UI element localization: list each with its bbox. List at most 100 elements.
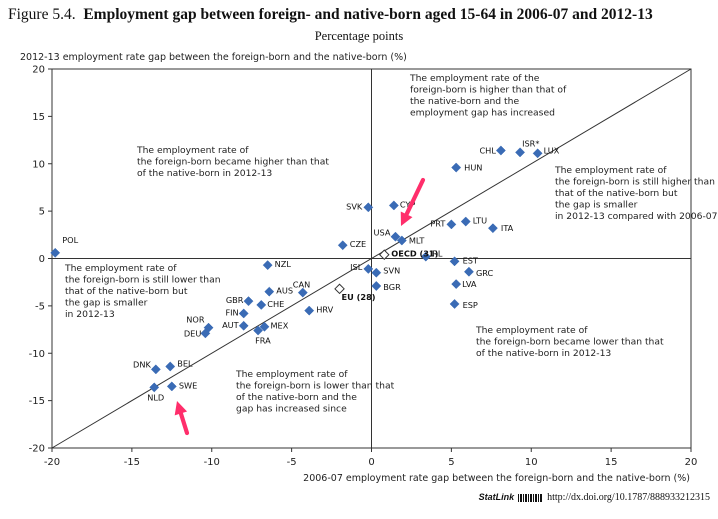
data-label: CHL — [479, 145, 496, 155]
annotation-line: the native-born and the — [410, 96, 519, 107]
data-label: AUS — [276, 286, 293, 296]
y-tick-label: -10 — [29, 349, 45, 360]
annotation-line: of the native-born in 2012-13 — [476, 348, 611, 359]
quadrant-annotations: The employment rate of the foreign-born i… — [64, 73, 718, 415]
annotation-line: The employment rate of the — [409, 73, 540, 84]
quadrant-annotation: The employment rate of the foreign-born i… — [554, 165, 718, 222]
data-label: EST — [463, 255, 479, 265]
x-tick-label: 15 — [605, 457, 618, 468]
data-label: OECD (31) — [391, 249, 438, 259]
figure-number: Figure 5.4. — [8, 6, 76, 23]
data-label: NLD — [147, 392, 164, 402]
statlink-url[interactable]: http://dx.doi.org/10.1787/888933212315 — [547, 492, 710, 503]
annotation-line: The employment rate of — [475, 325, 588, 336]
data-label: SWE — [179, 380, 197, 390]
y-tick-label: 10 — [32, 159, 45, 170]
y-tick-label: -5 — [35, 301, 45, 312]
annotation-line: the gap is smaller — [555, 200, 638, 211]
y-tick-label: 20 — [32, 65, 45, 76]
y-axis-label: 2012-13 employment rate gap between the … — [20, 52, 407, 63]
data-label: LUX — [544, 145, 560, 155]
highlight-arrow-head — [400, 211, 413, 226]
data-label: BGR — [383, 282, 401, 292]
statlink-footer: StatLink http://dx.doi.org/10.1787/888933… — [479, 492, 710, 503]
y-tick-label: 0 — [39, 254, 45, 265]
data-label: MEX — [270, 321, 288, 331]
data-point-aut — [238, 320, 249, 331]
data-point-nld — [149, 382, 160, 393]
annotation-line: The employment rate of — [136, 145, 249, 156]
data-label: CZE — [350, 239, 367, 249]
data-points: POL DNK BEL NLD SWE NOR DEU AUT FIN GBR CHE FRA MEX A… — [50, 138, 560, 402]
highlight-arrow-shaft — [178, 411, 190, 436]
data-point-bel — [165, 361, 176, 372]
y-tick-label: -20 — [29, 444, 45, 455]
highlight-arrows — [174, 177, 426, 436]
data-point-cze — [337, 240, 348, 251]
data-point-bgr — [371, 281, 382, 291]
data-label: GRC — [476, 268, 494, 278]
data-point-svk — [363, 202, 374, 213]
x-axis-label: 2006-07 employment rate gap between the … — [303, 473, 690, 484]
data-point-chl — [495, 145, 506, 156]
data-label: USA — [374, 228, 391, 238]
data-point-esp — [449, 299, 460, 309]
highlight-arrow-shaft — [404, 177, 426, 217]
data-label: ISL — [350, 262, 363, 272]
figure-subtitle: Percentage points — [314, 29, 404, 43]
data-point-swe — [166, 381, 177, 392]
data-point-pol — [50, 247, 61, 258]
data-point-ita — [487, 223, 498, 234]
data-point-prt — [446, 219, 457, 230]
quadrant-annotation: The employment rate of the foreign-born i… — [409, 73, 567, 119]
data-label: NOR — [186, 315, 205, 325]
quadrant-annotation: The employment rate of the foreign-born b… — [136, 145, 329, 179]
data-point-aus — [264, 286, 275, 297]
annotation-line: in 2012-13 compared with 2006-07 — [555, 211, 718, 222]
annotation-line: the foreign-born is lower than that — [236, 381, 395, 392]
data-point-oecd-31 — [378, 249, 390, 261]
data-label: HRV — [316, 305, 333, 315]
data-label: MLT — [409, 235, 425, 245]
data-point-nzl — [262, 260, 273, 271]
data-label: SVN — [383, 266, 400, 276]
x-tick-label: -15 — [124, 457, 140, 468]
data-point-cyp — [388, 200, 399, 211]
data-point-ltu — [460, 216, 471, 227]
statlink-label: StatLink — [478, 492, 515, 502]
annotation-line: gap has increased since — [236, 404, 347, 415]
x-tick-label: 0 — [368, 457, 374, 468]
annotation-line: The employment rate of — [554, 165, 667, 176]
data-label: CAN — [293, 280, 310, 290]
data-label: ESP — [463, 300, 478, 310]
data-point-mex — [259, 321, 270, 332]
annotation-line: that of the native-born but — [65, 286, 188, 297]
data-point-isr — [515, 147, 526, 158]
annotation-line: The employment rate of — [235, 369, 348, 380]
data-point-deu — [200, 328, 211, 339]
data-point-fin — [238, 308, 249, 319]
quadrant-annotation: The employment rate of the foreign-born i… — [235, 369, 395, 415]
y-tick-label: -15 — [29, 396, 45, 407]
data-point-can — [297, 287, 308, 298]
annotation-line: the foreign-born became higher than that — [137, 157, 329, 168]
data-point-gbr — [243, 296, 254, 307]
data-label: LTU — [473, 216, 487, 226]
annotation-line: in 2012-13 — [65, 309, 115, 320]
x-tick-label: 20 — [685, 457, 698, 468]
figure-title: Figure 5.4. Employment gap between forei… — [8, 6, 718, 24]
data-label: ISR* — [522, 138, 539, 148]
x-tick-label: 10 — [525, 457, 538, 468]
data-point-grc — [463, 266, 474, 277]
x-tick-label: -20 — [44, 457, 60, 468]
highlight-arrow-head — [174, 401, 188, 416]
data-label: CYP — [400, 199, 416, 209]
data-point-hun — [451, 162, 462, 173]
annotation-line: the foreign-born became lower than that — [476, 337, 664, 348]
data-label: FRA — [255, 336, 271, 346]
annotation-line: the foreign-born is still lower than — [65, 275, 221, 286]
data-point-svn — [371, 267, 382, 278]
data-label: BEL — [177, 359, 193, 369]
y-tick-label: 5 — [39, 207, 45, 218]
